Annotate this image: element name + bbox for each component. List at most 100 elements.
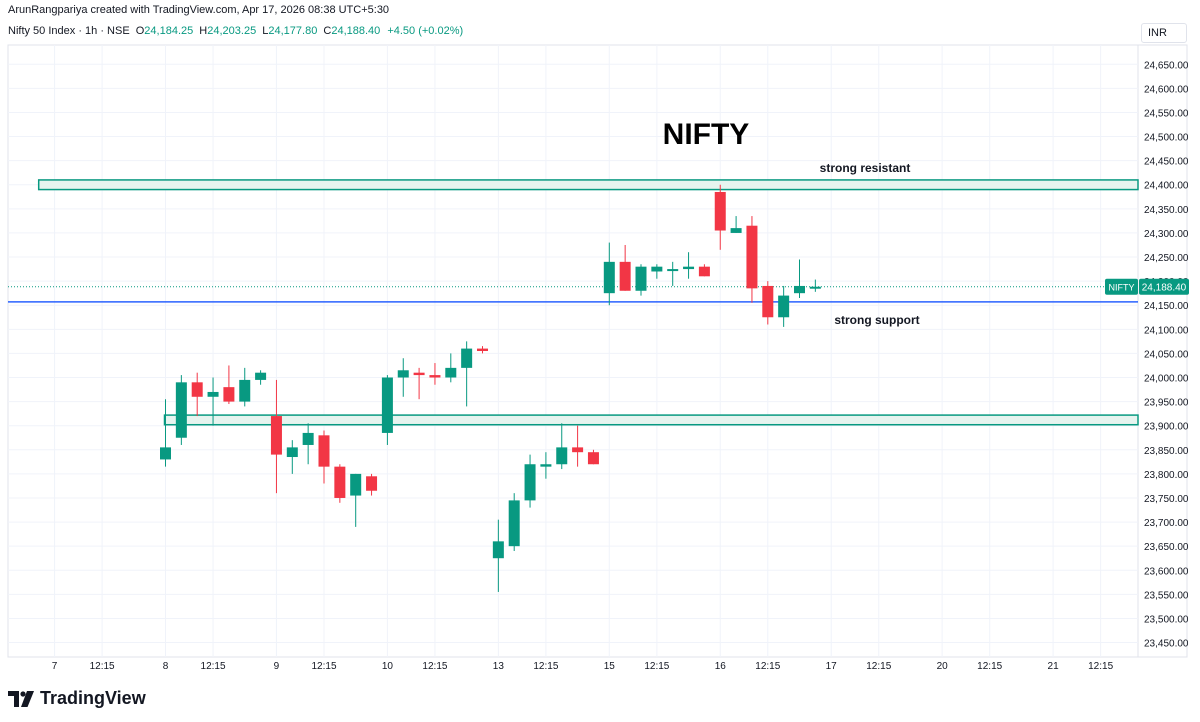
- y-tick-label: 23,950.00: [1144, 398, 1189, 409]
- change-value: +4.50 (+0.02%): [387, 25, 464, 37]
- y-tick-label: 23,600.00: [1144, 566, 1189, 577]
- x-tick-label: 12:15: [866, 661, 891, 672]
- tradingview-logo-icon: [8, 690, 34, 707]
- symbol-name[interactable]: Nifty 50 Index · 1h · NSE: [8, 25, 130, 37]
- y-tick-label: 23,900.00: [1144, 422, 1189, 433]
- y-tick-label: 23,800.00: [1144, 470, 1189, 481]
- candle: [286, 440, 298, 474]
- y-tick-label: 24,100.00: [1144, 325, 1189, 336]
- candle: [746, 216, 758, 303]
- axes: 23,450.00 23,500.00 23,550.00 23,600.00 23,6…: [52, 60, 1189, 672]
- candle: [619, 244, 631, 291]
- candle: [270, 379, 282, 494]
- candle-body: [239, 379, 251, 402]
- candle: [492, 519, 504, 592]
- levels: [8, 179, 1139, 426]
- candle: [762, 281, 774, 325]
- y-tick-label: 24,550.00: [1144, 108, 1189, 119]
- x-tick-label: 21: [1048, 661, 1060, 672]
- candle-body: [318, 435, 330, 467]
- y-tick-label: 24,650.00: [1144, 60, 1189, 71]
- candle: [477, 346, 488, 354]
- candle: [524, 454, 536, 508]
- y-tick-label: 24,600.00: [1144, 84, 1189, 95]
- candle-body: [175, 382, 187, 438]
- symbol-tag-text: NIFTY: [1109, 283, 1135, 293]
- low-value: 24,177.80: [268, 25, 318, 37]
- candle-body: [730, 228, 742, 233]
- high-value: 24,203.25: [207, 25, 257, 37]
- x-tick-label: 12:15: [201, 661, 226, 672]
- x-tick-label: 16: [715, 661, 727, 672]
- candle: [334, 464, 346, 503]
- candle: [318, 430, 330, 484]
- candle-body: [445, 367, 457, 378]
- candle-body: [223, 387, 235, 402]
- candle-body: [778, 295, 790, 318]
- tradingview-logo: TradingView: [8, 688, 146, 709]
- candle-body: [397, 370, 409, 378]
- candle-body: [683, 266, 695, 270]
- candle-body: [366, 476, 378, 491]
- candle-body: [714, 191, 726, 231]
- candle-body: [794, 285, 805, 294]
- y-tick-label: 24,150.00: [1144, 301, 1189, 312]
- candle-body: [508, 500, 520, 547]
- candle-body: [302, 432, 314, 445]
- candle: [809, 279, 821, 292]
- x-tick-label: 12:15: [533, 661, 558, 672]
- chart-attribution: ArunRangpariya created with TradingView.…: [8, 4, 390, 16]
- candle: [587, 449, 599, 465]
- currency-label: INR: [1148, 27, 1167, 39]
- resistance-label: strong resistant: [820, 161, 911, 175]
- candle-body: [413, 372, 425, 376]
- symbol-info-bar: Nifty 50 Index · 1h · NSE O24,184.25 H24…: [8, 25, 463, 37]
- y-tick-label: 24,050.00: [1144, 349, 1189, 360]
- candle: [794, 259, 805, 298]
- x-tick-label: 17: [826, 661, 838, 672]
- candle: [635, 264, 647, 296]
- chart-title: NIFTY: [663, 118, 750, 151]
- x-tick-label: 10: [382, 661, 394, 672]
- x-tick-label: 12:15: [422, 661, 447, 672]
- candle-body: [270, 416, 282, 455]
- candle-body: [524, 464, 536, 501]
- candle: [667, 261, 679, 286]
- candle: [556, 423, 568, 470]
- candle-body: [334, 466, 346, 498]
- candle-body: [207, 391, 219, 397]
- candle: [714, 184, 726, 250]
- candle: [413, 367, 425, 400]
- y-tick-label: 24,400.00: [1144, 181, 1189, 192]
- support-label: strong support: [834, 313, 919, 327]
- candle: [461, 341, 473, 407]
- candle: [255, 370, 267, 385]
- x-tick-label: 12:15: [1088, 661, 1113, 672]
- currency-selector[interactable]: INR: [1141, 23, 1187, 43]
- candle-body: [698, 266, 710, 277]
- candle: [397, 358, 409, 397]
- close-label: C: [323, 25, 332, 37]
- candle: [366, 473, 378, 496]
- plot-frame: [7, 44, 1188, 658]
- candle-body: [429, 375, 441, 378]
- candle-body: [191, 382, 203, 397]
- candle-body: [540, 464, 552, 467]
- candle: [730, 216, 742, 233]
- x-tick-label: 12:15: [755, 661, 780, 672]
- candle-body: [667, 269, 679, 272]
- candle: [508, 493, 520, 551]
- x-tick-label: 20: [937, 661, 949, 672]
- x-tick-label: 13: [493, 661, 505, 672]
- candle-body: [619, 261, 631, 291]
- candle: [572, 425, 584, 467]
- y-tick-label: 24,500.00: [1144, 133, 1189, 144]
- last-price-tag: [1139, 278, 1189, 295]
- x-tick-label: 12:15: [90, 661, 115, 672]
- y-tick-label: 24,250.00: [1144, 253, 1189, 264]
- candle: [540, 452, 552, 479]
- candle-body: [746, 225, 758, 289]
- x-tick-label: 12:15: [644, 661, 669, 672]
- candle: [778, 285, 790, 327]
